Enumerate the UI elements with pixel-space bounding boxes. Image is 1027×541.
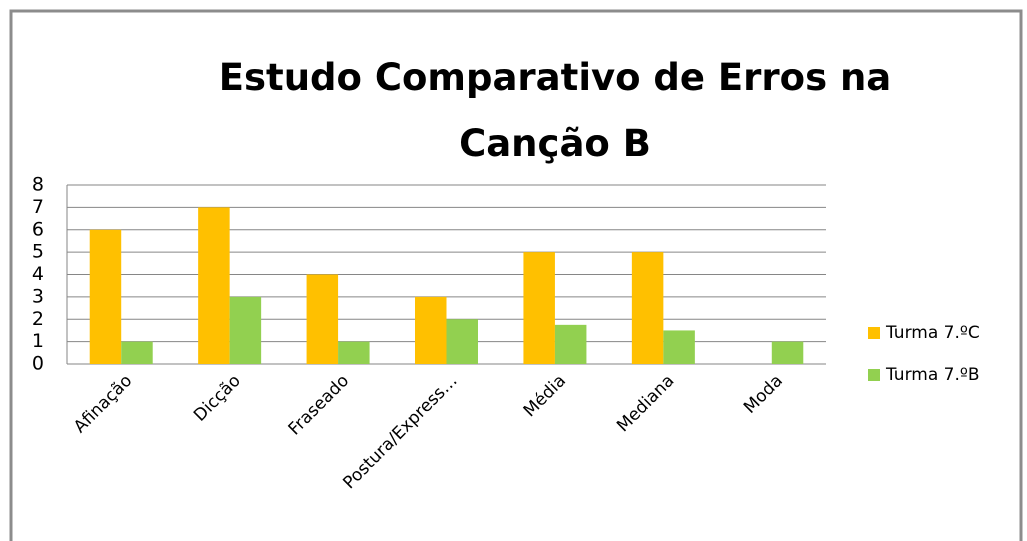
y-tick-label: 0 <box>32 353 44 375</box>
y-tick-label: 7 <box>32 196 44 218</box>
bar <box>446 319 478 364</box>
bar <box>523 252 555 364</box>
y-tick-label: 4 <box>32 263 44 285</box>
bar <box>306 274 339 364</box>
bar <box>631 252 664 364</box>
legend-label: Turma 7.ºB <box>885 365 980 385</box>
legend-swatch <box>868 327 880 339</box>
bar <box>198 207 230 364</box>
bar <box>121 341 153 364</box>
bar <box>338 341 370 364</box>
y-tick-label: 6 <box>32 218 44 240</box>
legend-label: Turma 7.ºC <box>885 323 980 343</box>
legend-swatch <box>868 369 880 381</box>
bar <box>229 296 262 364</box>
bar <box>415 296 447 364</box>
bar <box>554 324 587 364</box>
chart-title: Estudo Comparativo de Erros na Canção B <box>218 56 892 165</box>
bar <box>663 330 695 364</box>
bar <box>771 341 804 364</box>
y-tick-label: 8 <box>32 174 44 196</box>
chart-frame <box>9 9 1023 541</box>
y-tick-label: 3 <box>32 285 44 307</box>
bar <box>89 229 122 364</box>
y-tick-label: 5 <box>32 241 44 263</box>
y-tick-label: 2 <box>32 308 44 330</box>
y-tick-label: 1 <box>32 330 44 352</box>
